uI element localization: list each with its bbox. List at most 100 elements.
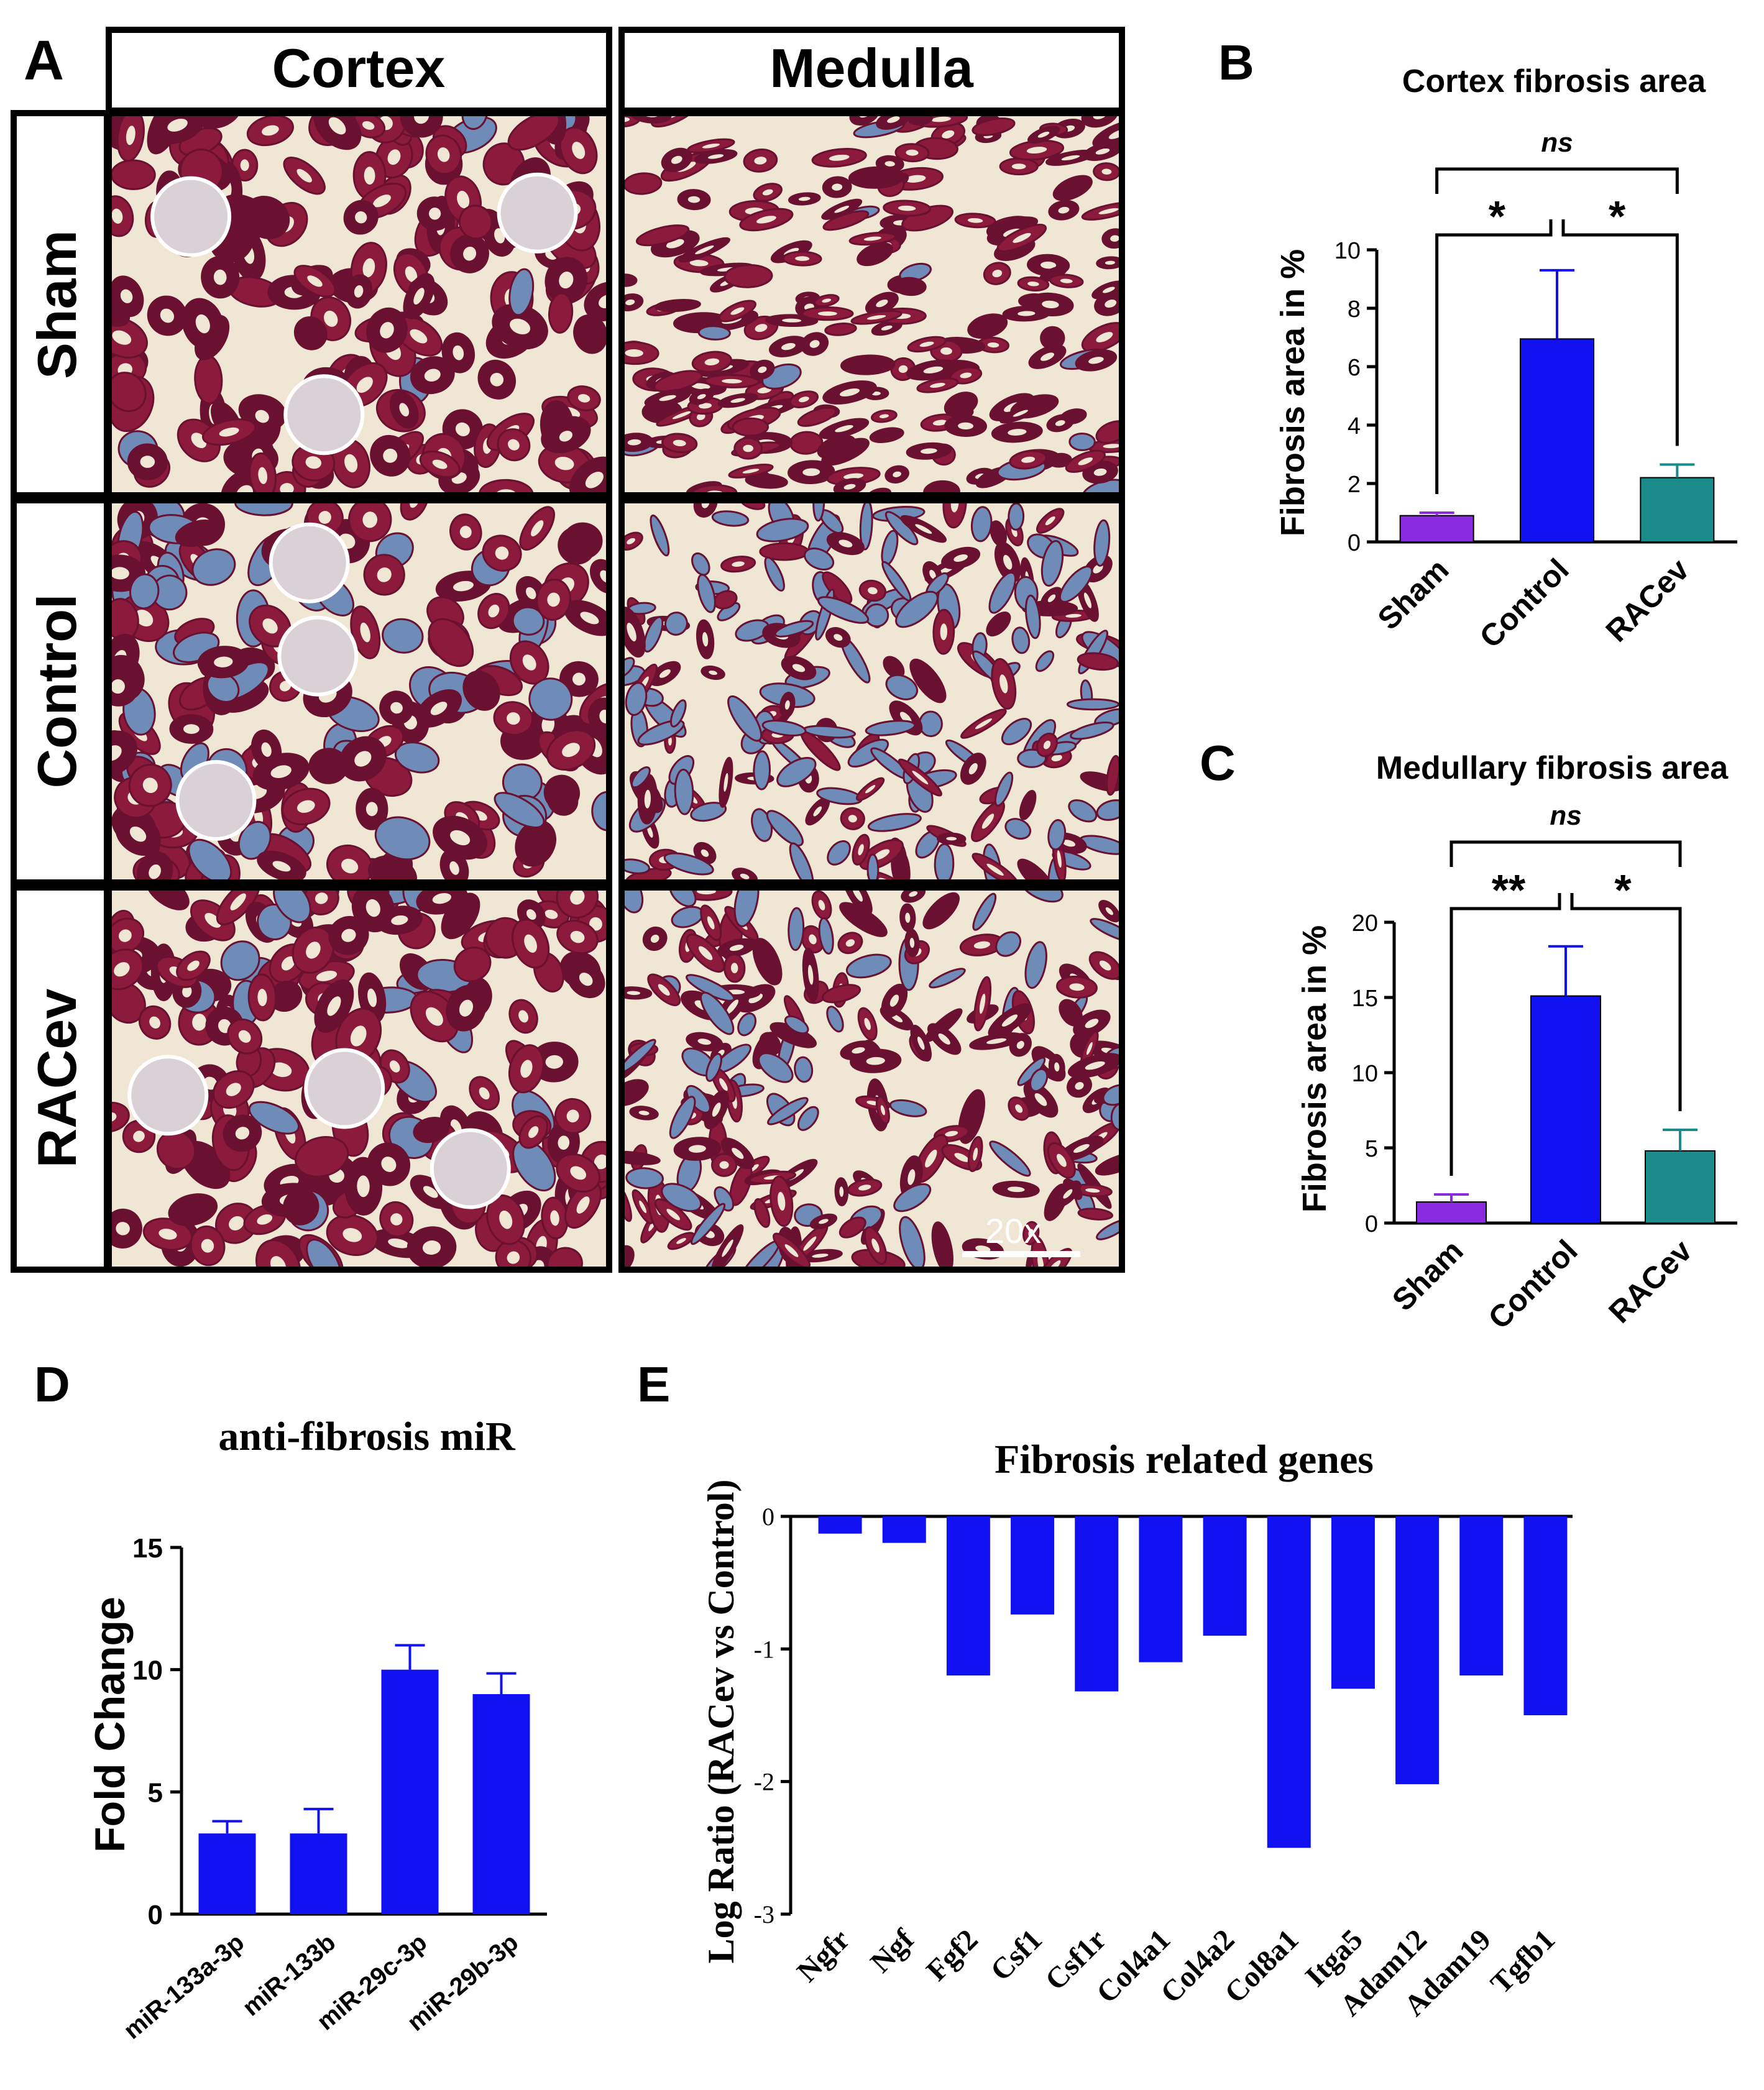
panel-letter-d: D	[34, 1357, 70, 1412]
chart-anti-fibrosis-mir: anti-fibrosis miR Fold Change 0 5 10 15 miR-…	[86, 1414, 547, 2045]
tubule-lumen	[545, 1055, 563, 1069]
bar-mir-29b-3p	[472, 1694, 530, 1914]
tubule-lumen	[1103, 444, 1122, 449]
tubule-lumen	[547, 592, 560, 607]
tubule-lumen	[580, 612, 599, 625]
tubule-lumen	[373, 195, 391, 208]
tubule-lumen	[802, 468, 820, 476]
tubule-lumen	[627, 538, 635, 544]
tubule-lumen	[755, 324, 768, 332]
row-label-control: Control	[26, 594, 88, 789]
y-tick-label: 0	[1365, 1211, 1378, 1237]
tissue-segment	[622, 1150, 661, 1165]
tubule-lumen	[1003, 554, 1013, 570]
tissue-segment	[918, 710, 943, 738]
tubule-lumen	[659, 395, 676, 401]
tubule-lumen	[594, 1154, 609, 1170]
tubule-lumen	[390, 1213, 403, 1226]
tubule-lumen	[893, 471, 901, 477]
tubule-lumen	[507, 1251, 520, 1264]
histology-tile-control-medulla	[622, 500, 1122, 882]
tissue-segment	[635, 224, 690, 247]
tissue-segment	[776, 757, 817, 787]
tubule-lumen	[362, 511, 378, 528]
tubule-lumen	[1040, 352, 1054, 361]
tubule-lumen	[627, 623, 636, 642]
tissue-segment	[865, 720, 916, 736]
tissue-segment	[507, 113, 560, 151]
tubule-lumen	[740, 873, 750, 879]
y-tick-label: 20	[1352, 910, 1378, 937]
tubule-lumen	[838, 539, 853, 548]
tubule-lumen	[795, 256, 810, 261]
tubule-lumen	[550, 1210, 559, 1226]
bar-adam12	[1395, 1516, 1440, 1784]
bar-fgf2	[946, 1516, 990, 1675]
tubule-lumen	[953, 554, 968, 562]
column-label-medulla: Medulla	[769, 37, 974, 99]
x-tick-label: RACev	[1602, 1233, 1699, 1330]
tubule-lumen	[388, 1238, 409, 1249]
tubule-lumen	[360, 622, 370, 643]
bar-itga5	[1331, 1516, 1375, 1689]
tissue-segment	[970, 506, 993, 543]
y-axis-label: Fold Change	[86, 1597, 134, 1853]
x-tick-label: Col8a1	[1218, 1923, 1305, 2009]
tissue-segment	[867, 813, 922, 832]
tubule-lumen	[986, 863, 1004, 876]
tissue-segment	[512, 606, 545, 636]
tubule-lumen	[453, 580, 474, 592]
tissue-segment	[972, 117, 1016, 136]
tubule-lumen	[920, 448, 937, 454]
tissue-segment	[818, 917, 834, 955]
tubule-lumen	[1058, 206, 1070, 214]
y-tick-label: -3	[754, 1900, 774, 1928]
tissue-segment	[494, 792, 545, 828]
tubule-lumen	[110, 567, 129, 580]
tubule-lumen	[981, 814, 995, 829]
tubule-lumen	[1026, 147, 1047, 154]
tubule-lumen	[459, 526, 472, 538]
tubule-lumen	[1057, 850, 1062, 868]
bar-control	[1530, 995, 1601, 1224]
tubule-lumen	[946, 836, 957, 841]
tubule-lumen	[722, 378, 742, 383]
histology-tile-sham-cortex	[109, 113, 609, 495]
tubule-lumen	[671, 155, 682, 164]
x-tick-label: Fgf2	[920, 1923, 984, 1987]
tubule-lumen	[354, 751, 372, 767]
tubule-lumen	[280, 483, 294, 495]
tubule-lumen	[554, 456, 574, 470]
tubule-lumen	[1110, 235, 1120, 242]
tubule-lumen	[364, 167, 375, 185]
tubule-lumen	[341, 928, 356, 942]
tubule-lumen	[1083, 592, 1092, 608]
tissue-segment	[752, 938, 783, 986]
tubule-lumen	[270, 1062, 292, 1078]
tissue-segment	[724, 264, 773, 288]
tissue-segment	[129, 573, 160, 610]
tissue-segment	[562, 522, 603, 560]
tubule-lumen	[1016, 1040, 1024, 1049]
tubule-lumen	[792, 664, 806, 672]
tubule-lumen	[1054, 1062, 1060, 1072]
bar-sham	[1416, 1201, 1487, 1224]
tissue-segment	[512, 1139, 556, 1192]
tubule-lumen	[672, 411, 692, 419]
tubule-lumen	[1105, 907, 1113, 915]
x-tick-label: RACev	[1599, 552, 1696, 649]
tubule-lumen	[1011, 163, 1026, 170]
tubule-lumen	[140, 456, 155, 468]
tubule-lumen	[627, 439, 641, 446]
bar-mir-133b	[290, 1833, 347, 1914]
tubule-lumen	[528, 1126, 539, 1139]
tissue-segment	[1040, 540, 1064, 587]
tubule-lumen	[688, 1145, 706, 1153]
tubule-lumen	[1018, 311, 1036, 316]
bar-tgfb1	[1523, 1516, 1568, 1715]
tubule-lumen	[809, 934, 817, 945]
tubule-lumen	[707, 916, 715, 930]
tubule-lumen	[676, 1238, 686, 1244]
bracket-ns	[1449, 840, 1682, 867]
tubule-lumen	[1085, 1061, 1105, 1070]
